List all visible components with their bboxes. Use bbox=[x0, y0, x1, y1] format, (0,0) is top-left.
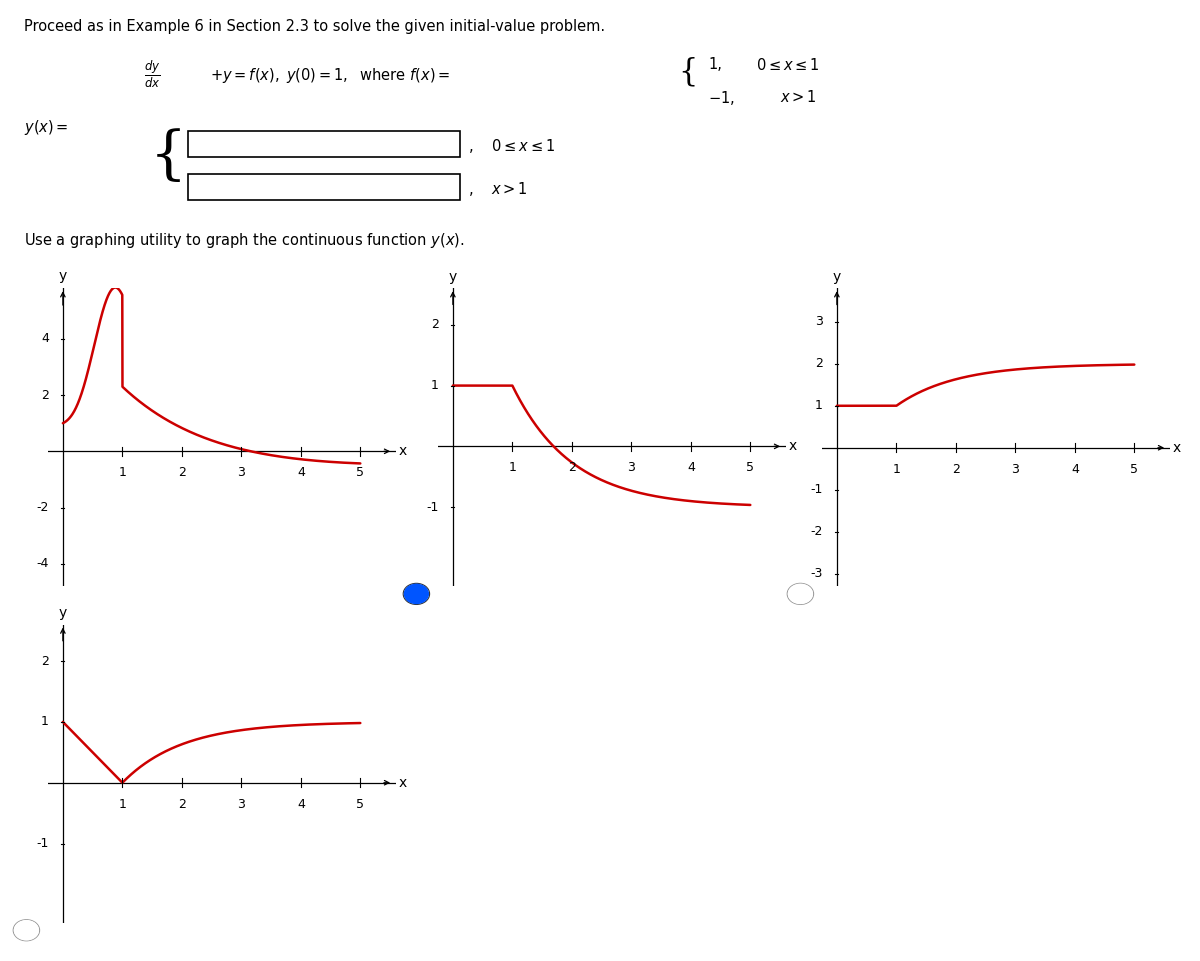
FancyBboxPatch shape bbox=[188, 131, 460, 157]
Text: -4: -4 bbox=[36, 557, 49, 570]
Text: Proceed as in Example 6 in Section 2.3 to solve the given initial-value problem.: Proceed as in Example 6 in Section 2.3 t… bbox=[24, 19, 605, 34]
Text: 3: 3 bbox=[815, 315, 823, 329]
Text: 1: 1 bbox=[41, 715, 49, 728]
Text: 3: 3 bbox=[238, 466, 245, 480]
Text: ,    $0 \leq x \leq 1$: , $0 \leq x \leq 1$ bbox=[468, 137, 554, 156]
Text: $-1,$: $-1,$ bbox=[708, 88, 734, 107]
Text: 4: 4 bbox=[296, 798, 305, 811]
Text: 5: 5 bbox=[746, 461, 755, 475]
Text: 3: 3 bbox=[628, 461, 635, 475]
Text: $+ y = f(x),\ y(0) = 1,$  where $f(x) =$: $+ y = f(x),\ y(0) = 1,$ where $f(x) =$ bbox=[210, 66, 450, 85]
Text: 2: 2 bbox=[952, 462, 960, 476]
Text: x: x bbox=[398, 776, 407, 790]
Text: ,    $x > 1$: , $x > 1$ bbox=[468, 181, 528, 198]
Text: 3: 3 bbox=[1012, 462, 1019, 476]
Text: 4: 4 bbox=[1070, 462, 1079, 476]
Text: 2: 2 bbox=[178, 466, 186, 480]
Text: 2: 2 bbox=[568, 461, 576, 475]
Text: 1: 1 bbox=[815, 399, 823, 412]
Text: 1: 1 bbox=[119, 798, 126, 811]
Text: -2: -2 bbox=[36, 501, 49, 514]
Text: $0 \leq x \leq 1$: $0 \leq x \leq 1$ bbox=[756, 57, 820, 72]
Text: {: { bbox=[678, 57, 697, 87]
Text: y: y bbox=[833, 269, 841, 283]
Text: y: y bbox=[449, 269, 457, 283]
Text: $y(x) =$: $y(x) =$ bbox=[24, 118, 68, 137]
Text: -1: -1 bbox=[36, 837, 49, 850]
Text: -1: -1 bbox=[426, 501, 439, 514]
Text: 2: 2 bbox=[431, 318, 439, 332]
Text: 4: 4 bbox=[41, 333, 49, 345]
Text: $x > 1$: $x > 1$ bbox=[780, 88, 817, 105]
Text: 1: 1 bbox=[509, 461, 516, 475]
Text: -3: -3 bbox=[810, 567, 823, 580]
Text: 5: 5 bbox=[356, 798, 365, 811]
Text: -2: -2 bbox=[810, 525, 823, 538]
Text: y: y bbox=[59, 269, 67, 283]
Text: 3: 3 bbox=[238, 798, 245, 811]
Text: 1: 1 bbox=[431, 379, 439, 392]
Text: {: { bbox=[150, 129, 187, 185]
Text: 1,: 1, bbox=[708, 57, 722, 71]
FancyBboxPatch shape bbox=[188, 174, 460, 200]
Text: -1: -1 bbox=[810, 483, 823, 496]
Text: 4: 4 bbox=[686, 461, 695, 475]
Text: Use a graphing utility to graph the continuous function $y(x)$.: Use a graphing utility to graph the cont… bbox=[24, 232, 464, 251]
Text: 1: 1 bbox=[893, 462, 900, 476]
Text: x: x bbox=[1172, 441, 1181, 455]
Text: 5: 5 bbox=[356, 466, 365, 480]
Text: x: x bbox=[788, 439, 797, 454]
Text: 2: 2 bbox=[41, 654, 49, 668]
Text: 5: 5 bbox=[1130, 462, 1139, 476]
Text: x: x bbox=[398, 444, 407, 458]
Text: $\frac{dy}{dx}$: $\frac{dy}{dx}$ bbox=[144, 60, 161, 91]
Text: 2: 2 bbox=[41, 388, 49, 402]
Text: y: y bbox=[59, 605, 67, 620]
Text: 2: 2 bbox=[815, 357, 823, 370]
Text: 4: 4 bbox=[296, 466, 305, 480]
Text: 1: 1 bbox=[119, 466, 126, 480]
Text: 2: 2 bbox=[178, 798, 186, 811]
